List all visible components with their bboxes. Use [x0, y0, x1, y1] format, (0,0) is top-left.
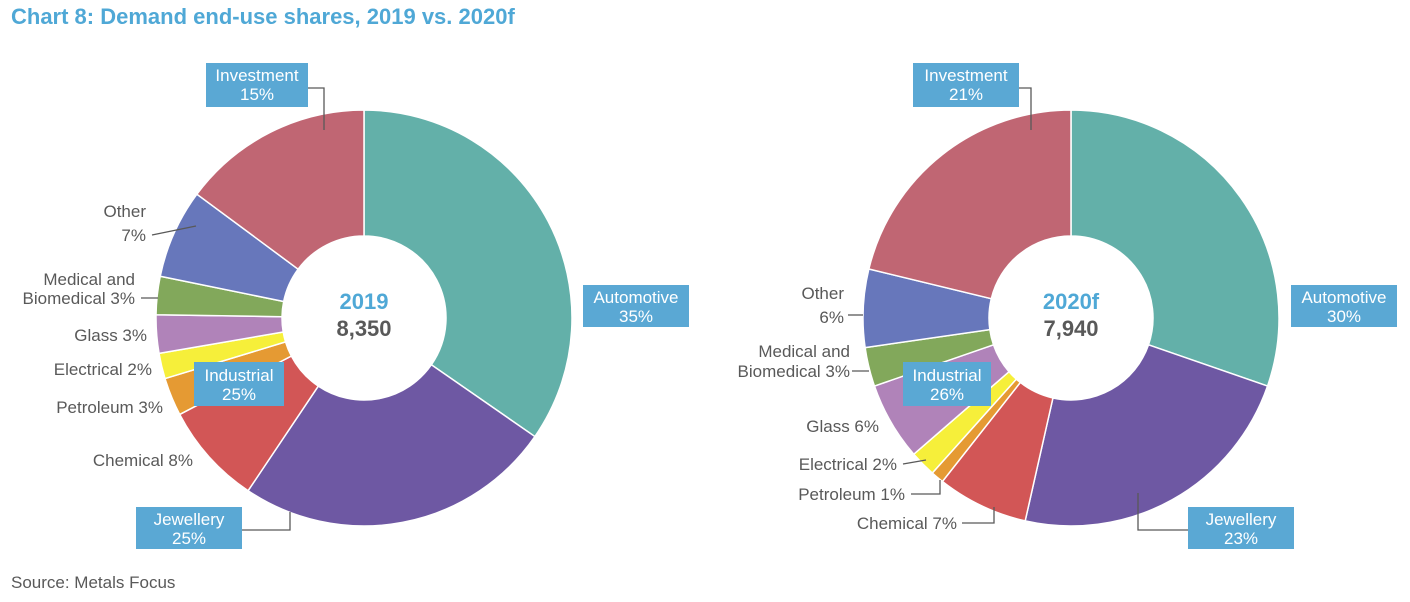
label-electrical: Electrical 2% — [54, 360, 152, 379]
label-value: 6% — [819, 308, 844, 327]
slice-automotive — [363, 109, 573, 438]
label-text: Industrial — [913, 366, 982, 385]
leader-line-other — [151, 225, 197, 236]
label-text: Other — [103, 202, 146, 221]
label-other: Other 6% — [801, 284, 844, 327]
label-text: Medical and — [43, 270, 135, 289]
label-value: 26% — [930, 385, 964, 404]
label-text: Chemical 8% — [93, 451, 193, 470]
label-glass: Glass 3% — [74, 326, 147, 345]
center-year: 2020f — [1043, 289, 1100, 314]
label-value: 35% — [619, 307, 653, 326]
label-text: Industrial — [205, 366, 274, 385]
label-text: Automotive — [1301, 288, 1386, 307]
label-value: 7% — [121, 226, 146, 245]
center-total: 7,940 — [1043, 316, 1098, 341]
chart-title: Chart 8: Demand end-use shares, 2019 vs.… — [11, 4, 515, 29]
label-box — [206, 63, 308, 107]
label-value: Biomedical 3% — [23, 289, 135, 308]
slice-investment — [867, 109, 1072, 300]
label-text: Investment — [924, 66, 1007, 85]
label-box — [1291, 285, 1397, 327]
label-box — [913, 63, 1019, 107]
label-text: Chemical 7% — [857, 514, 957, 533]
label-value: 23% — [1224, 529, 1258, 548]
label-value: 30% — [1327, 307, 1361, 326]
label-petroleum: Petroleum 1% — [798, 485, 905, 504]
label-text: Glass 6% — [806, 417, 879, 436]
label-petroleum: Petroleum 3% — [56, 398, 163, 417]
label-value: 25% — [222, 385, 256, 404]
label-box — [1188, 507, 1294, 549]
label-chemical: Chemical 7% — [857, 514, 957, 533]
label-text: Investment — [215, 66, 298, 85]
slice-automotive — [1070, 109, 1280, 387]
label-value: 15% — [240, 85, 274, 104]
label-box — [194, 362, 284, 406]
leader-line-chemical — [962, 507, 995, 524]
label-value: Biomedical 3% — [738, 362, 850, 381]
label-electrical: Electrical 2% — [799, 455, 897, 474]
label-text: Jewellery — [1206, 510, 1277, 529]
label-text: Other — [801, 284, 844, 303]
leader-line-jewellery — [242, 512, 291, 531]
label-text: Petroleum 3% — [56, 398, 163, 417]
label-other: Other 7% — [103, 202, 146, 245]
leader-line-electrical — [902, 459, 927, 465]
label-text: Petroleum 1% — [798, 485, 905, 504]
slice-jewellery — [247, 363, 536, 527]
label-text: Automotive — [593, 288, 678, 307]
slice-investment — [195, 109, 365, 271]
label-box — [583, 285, 689, 327]
label-glass: Glass 6% — [806, 417, 879, 436]
label-box — [136, 507, 242, 549]
label-text: Glass 3% — [74, 326, 147, 345]
label-text: Electrical 2% — [54, 360, 152, 379]
label-chemical: Chemical 8% — [93, 451, 193, 470]
label-text: Jewellery — [154, 510, 225, 529]
center-year: 2019 — [340, 289, 389, 314]
label-value: 21% — [949, 85, 983, 104]
leader-line-petroleum — [911, 480, 941, 495]
label-text: Electrical 2% — [799, 455, 897, 474]
leader-line-jewellery — [1137, 493, 1188, 531]
source-note: Source: Metals Focus — [11, 573, 176, 592]
label-value: 25% — [172, 529, 206, 548]
label-text: Medical and — [758, 342, 850, 361]
label-box — [903, 362, 991, 406]
leader-line-investment — [1019, 87, 1032, 130]
slice-jewellery — [1024, 343, 1269, 527]
leader-line-investment — [308, 87, 325, 130]
center-total: 8,350 — [336, 316, 391, 341]
